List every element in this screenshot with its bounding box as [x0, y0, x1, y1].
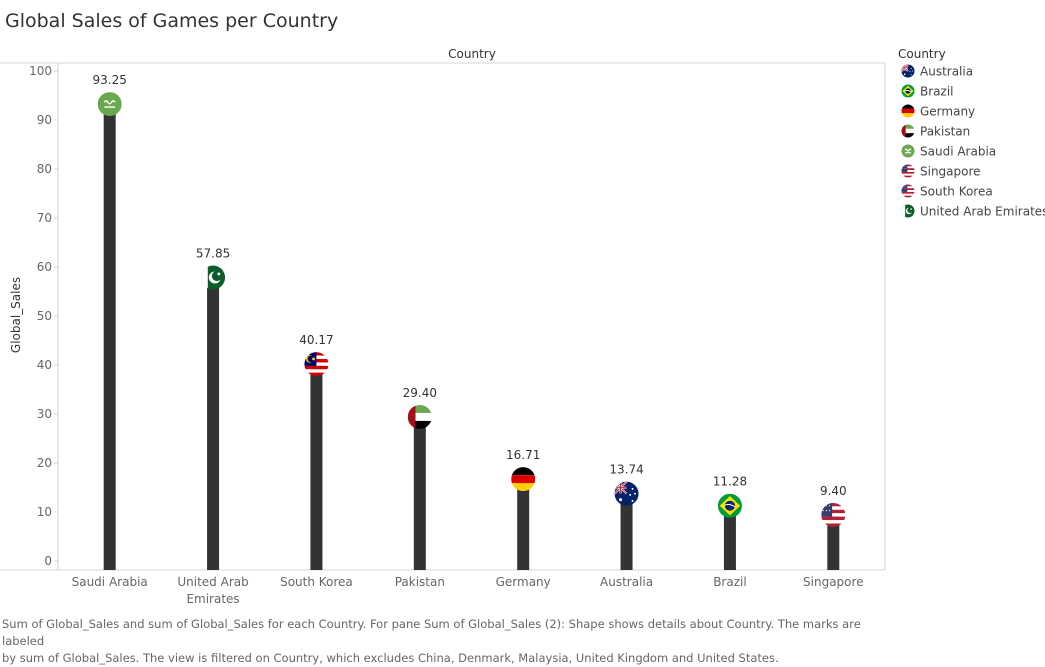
y-tick-label: 50	[37, 309, 52, 323]
bar[interactable]	[104, 104, 116, 570]
data-label: 13.74	[609, 463, 643, 477]
caption-line-2: by sum of Global_Sales. The view is filt…	[2, 650, 902, 667]
usa-flag-icon	[902, 185, 915, 198]
legend: Country Australia Brazil Germany Pakistan Sa…	[898, 47, 1045, 219]
x-tick-label: Emirates	[186, 592, 239, 606]
brazil-flag-icon	[902, 85, 915, 98]
legend-item[interactable]: Germany	[902, 105, 976, 119]
x-tick-label: Germany	[496, 575, 551, 589]
legend-label: United Arab Emirates	[920, 205, 1045, 219]
usa-flag-icon[interactable]	[821, 503, 845, 527]
data-label: 40.17	[299, 333, 333, 347]
x-tick-label: United Arab	[177, 575, 248, 589]
y-tick-label: 0	[44, 554, 52, 568]
legend-label: Brazil	[920, 85, 954, 99]
data-label: 93.25	[93, 73, 127, 87]
chart: Global Sales of Games per Country Countr…	[0, 0, 1045, 612]
y-tick-label: 40	[37, 358, 52, 372]
legend-label: Germany	[920, 105, 975, 119]
legend-item[interactable]: South Korea	[902, 185, 993, 199]
data-label: 11.28	[713, 475, 747, 489]
saudi-arabia-flag-icon[interactable]	[98, 92, 122, 116]
y-tick-label: 90	[37, 113, 52, 127]
legend-item[interactable]: Pakistan	[902, 125, 971, 139]
y-axis: 0 10 20 30 40 50 60 70 80 90 100	[29, 64, 58, 568]
brazil-flag-icon[interactable]	[718, 494, 742, 518]
data-label: 16.71	[506, 448, 540, 462]
column-header: Country	[448, 47, 496, 61]
bar[interactable]	[517, 479, 529, 570]
germany-flag-icon[interactable]	[511, 467, 535, 491]
y-tick-label: 100	[29, 64, 52, 78]
y-tick-label: 20	[37, 456, 52, 470]
chart-title: Global Sales of Games per Country	[5, 10, 338, 32]
bar[interactable]	[310, 364, 322, 570]
legend-item[interactable]: United Arab Emirates	[902, 205, 1045, 219]
plot-frame	[0, 63, 885, 570]
caption: Sum of Global_Sales and sum of Global_Sa…	[2, 616, 902, 667]
legend-label: Australia	[920, 65, 973, 79]
legend-item[interactable]: Singapore	[902, 165, 981, 179]
x-tick-label: South Korea	[280, 575, 353, 589]
uae-flag-icon[interactable]	[408, 405, 432, 429]
x-axis: Saudi Arabia United Arab Emirates South Kor…	[72, 575, 864, 606]
usa-flag-icon	[902, 165, 915, 178]
pakistan-flag-icon	[902, 205, 915, 218]
uae-flag-icon	[902, 125, 915, 138]
x-tick-label: Australia	[600, 575, 653, 589]
australia-flag-icon[interactable]	[615, 482, 639, 506]
legend-label: Saudi Arabia	[920, 145, 996, 159]
y-tick-label: 60	[37, 260, 52, 274]
x-tick-label: Pakistan	[395, 575, 445, 589]
y-axis-title: Global_Sales	[9, 277, 23, 353]
y-tick-label: 70	[37, 211, 52, 225]
legend-label: Singapore	[920, 165, 981, 179]
x-tick-label: Saudi Arabia	[72, 575, 148, 589]
australia-flag-icon	[902, 65, 915, 78]
legend-label: Pakistan	[920, 125, 970, 139]
legend-item[interactable]: Australia	[902, 65, 974, 79]
saudi-arabia-flag-icon	[902, 145, 915, 158]
pakistan-flag-icon[interactable]	[201, 266, 225, 290]
data-label: 29.40	[403, 386, 437, 400]
y-tick-label: 10	[37, 505, 52, 519]
bar[interactable]	[414, 417, 426, 570]
bar[interactable]	[207, 278, 219, 570]
legend-item[interactable]: Brazil	[902, 85, 954, 99]
legend-label: South Korea	[920, 185, 993, 199]
data-label: 57.85	[196, 247, 230, 261]
legend-item[interactable]: Saudi Arabia	[902, 145, 997, 159]
germany-flag-icon	[902, 105, 915, 118]
malaysia-flag-icon[interactable]	[304, 352, 328, 376]
data-label: 9.40	[820, 484, 847, 498]
legend-title: Country	[898, 47, 946, 61]
x-tick-label: Singapore	[803, 575, 864, 589]
x-tick-label: Brazil	[713, 575, 747, 589]
y-tick-label: 80	[37, 162, 52, 176]
caption-line-1: Sum of Global_Sales and sum of Global_Sa…	[2, 616, 902, 650]
y-tick-label: 30	[37, 407, 52, 421]
